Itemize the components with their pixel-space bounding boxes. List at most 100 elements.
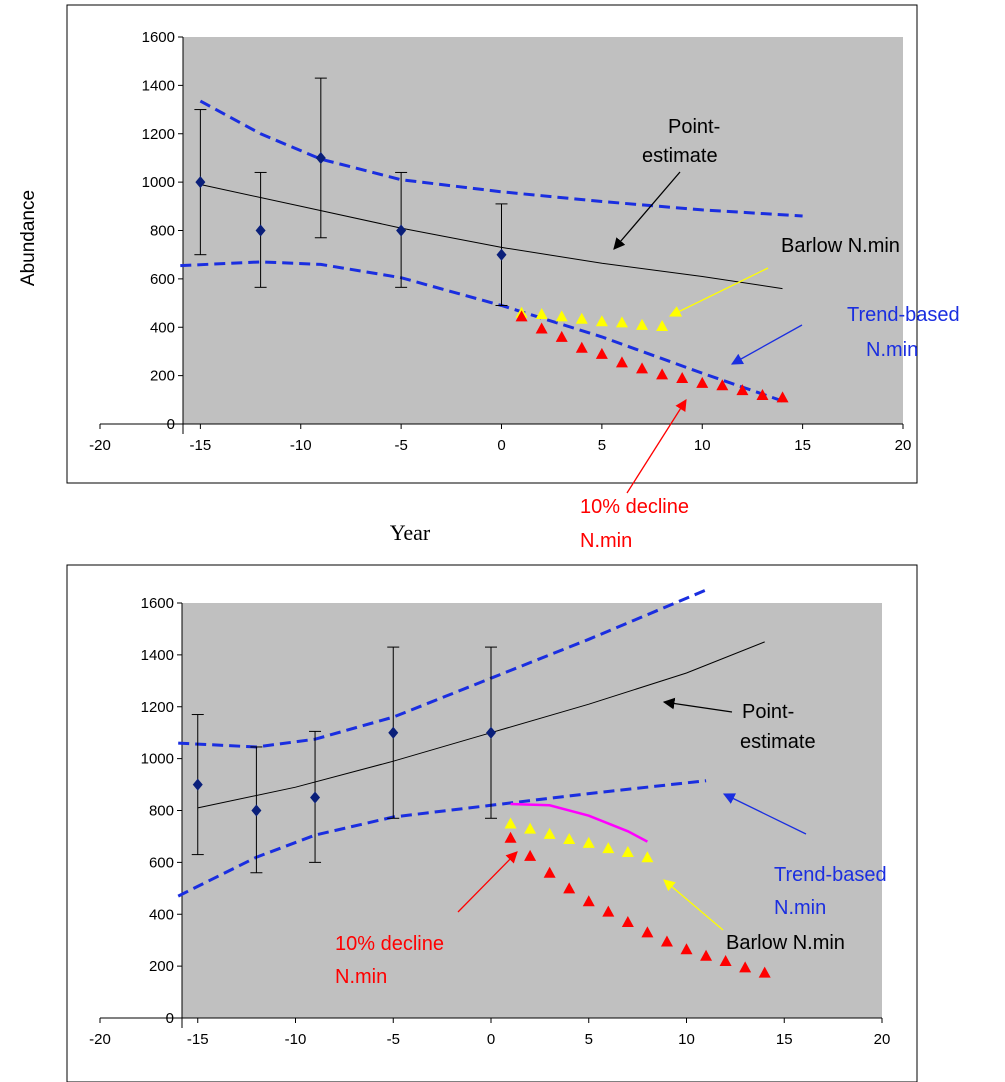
chart-1-observation-marker: [255, 224, 266, 237]
chart-1-decline-marker: [615, 356, 628, 368]
chart-1-decline-marker: [636, 362, 649, 374]
chart-2-decline-arrow: [457, 851, 518, 913]
chart-2-decline-marker: [563, 882, 576, 894]
chart-2-x-tick-label: -20: [89, 1031, 111, 1048]
chart-1-point-estimate-arrow: [613, 171, 681, 250]
chart-2-observation-marker: [486, 726, 496, 739]
chart-1-x-tick-label: 10: [694, 437, 711, 454]
chart-1-decline-marker: [535, 322, 548, 334]
chart-2-observation-marker: [192, 778, 203, 791]
chart-2-x-tick-label: 0: [487, 1031, 495, 1048]
chart-1-decline-marker: [736, 384, 749, 396]
chart-2-y-tick-label: 600: [149, 854, 174, 871]
chart-1-barlow-marker: [656, 320, 669, 332]
chart-2-point-estimate-arrow: [662, 697, 733, 713]
chart-1-x-tick-label: -20: [89, 437, 111, 454]
chart-1-decline-label-line1: 10% decline: [580, 496, 689, 518]
chart-1-decline-marker: [515, 310, 528, 322]
chart-1-plot-area: [183, 37, 903, 424]
chart-2-trend-arrow: [722, 793, 807, 835]
chart-2-y-tick-label: 1600: [141, 595, 174, 612]
chart-1-y-tick-label: 0: [167, 416, 175, 433]
chart-1-trend-label-line1: Trend-based: [847, 304, 960, 326]
chart-2-y-tick-label: 1000: [141, 751, 174, 768]
chart-2-x-tick-label: -10: [285, 1031, 307, 1048]
chart-2-decline-marker: [543, 866, 556, 878]
chart-2-decline-marker: [504, 831, 517, 843]
chart-1-decline-arrow: [626, 399, 687, 494]
chart-2-barlow-label: Barlow N.min: [726, 932, 845, 954]
chart-1-y-tick-label: 1200: [142, 126, 175, 143]
chart-2-decline-marker: [621, 916, 634, 928]
chart-2-x-tick-label: -5: [387, 1031, 400, 1048]
chart-1-y-tick-label: 600: [150, 271, 175, 288]
chart-2-magenta-line: [510, 802, 648, 843]
chart-1-decline-marker: [676, 372, 689, 384]
chart-1-observation-marker: [496, 248, 507, 261]
chart-2-barlow-marker: [582, 836, 595, 848]
chart-2-trend-label-line1: Trend-based: [774, 864, 887, 886]
chart-1-point-estimate-label-line1: Point-: [668, 116, 720, 138]
chart-1-x-tick-label: -10: [290, 437, 312, 454]
chart-1-barlow-marker: [535, 307, 548, 319]
chart-1-annotations: Point- estimate Barlow N.min Trend-based…: [580, 116, 960, 552]
chart-1-x-axis-label: Year: [390, 520, 431, 545]
chart-1-y-tick-label: 800: [150, 223, 175, 240]
chart-2-observation-marker: [251, 804, 262, 817]
chart-1-decline-marker: [756, 388, 769, 400]
chart-1-barlow-marker: [595, 315, 608, 327]
chart-2-barlow-marker: [602, 842, 615, 854]
chart-2-barlow-marker: [563, 833, 576, 845]
chart-2-y-tick-label: 200: [149, 958, 174, 975]
chart-2-barlow-marker: [524, 822, 537, 834]
chart-2-point-estimate-label-line2: estimate: [740, 731, 816, 753]
chart-2-decline-marker: [758, 966, 771, 978]
chart-1-y-tick-label: 200: [150, 368, 175, 385]
chart-2-y-tick-label: 1400: [141, 647, 174, 664]
chart-2-x-tick-label: -15: [187, 1031, 209, 1048]
chart-1-x-tick-label: -5: [394, 437, 407, 454]
chart-2-y-tick-label: 800: [149, 803, 174, 820]
chart-2-observation-marker: [310, 791, 321, 804]
chart-2-decline-marker: [680, 943, 693, 955]
chart-2-barlow-arrow: [663, 879, 724, 931]
chart-1-observation-marker: [195, 176, 206, 189]
chart-1-barlow-marker: [575, 312, 588, 324]
chart-2-y-tick-label: 400: [149, 906, 174, 923]
chart-1-ci-lower-line: [180, 260, 783, 403]
chart-1-y-tick-label: 1000: [142, 174, 175, 191]
chart-1-trend-label-line2: N.min: [866, 339, 918, 361]
chart-2-decline-marker: [524, 849, 537, 861]
chart-2-decline-marker: [582, 895, 595, 907]
chart-1-point-estimate-label-line2: estimate: [642, 145, 718, 167]
chart-2-decline-marker: [641, 926, 654, 938]
chart-1-ci-upper-line: [199, 99, 803, 218]
chart-1-decline-marker: [575, 341, 588, 353]
chart-2-decline-label-line1: 10% decline: [335, 933, 444, 955]
chart-2-decline-marker: [719, 954, 732, 966]
chart-1-x-tick-label: 15: [794, 437, 811, 454]
chart-2-point-estimate-label-line1: Point-: [742, 701, 794, 723]
chart-2-decline-label-line2: N.min: [335, 966, 387, 988]
chart-1-x-tick-label: 20: [895, 437, 912, 454]
chart-2-decline-marker: [739, 961, 752, 973]
chart-2-decline-marker: [660, 935, 673, 947]
chart-1-observation-marker: [396, 224, 407, 237]
chart-1-x-tick-label: 0: [497, 437, 505, 454]
chart-1-x-tick-label: -15: [190, 437, 212, 454]
chart-1-decline-marker: [595, 347, 608, 359]
chart-1-y-tick-label: 1600: [142, 29, 175, 46]
chart-1-barlow-marker: [615, 316, 628, 328]
chart-1-barlow-marker: [636, 318, 649, 330]
chart-2-x-tick-label: 20: [874, 1031, 891, 1048]
chart-1-decline-marker: [716, 379, 729, 391]
chart-1-decline-marker: [555, 330, 568, 342]
chart-2-x-tick-label: 15: [776, 1031, 793, 1048]
chart-1-y-tick-label: 400: [150, 319, 175, 336]
chart-1-barlow-label: Barlow N.min: [781, 235, 900, 257]
chart-1-decline-label-line2: N.min: [580, 530, 632, 552]
chart-2-barlow-marker: [621, 846, 634, 857]
chart-1-barlow-arrow: [668, 267, 769, 317]
